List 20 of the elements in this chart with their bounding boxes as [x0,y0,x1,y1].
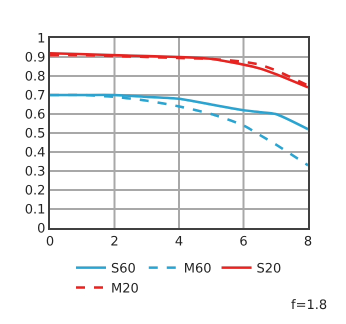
y-tick-label: 0.8 [24,70,46,85]
x-tick-label: 2 [110,234,119,250]
y-tick-label: 0.9 [24,50,46,66]
y-tick-label: 0.1 [24,202,46,218]
y-tick-label: 0.3 [24,164,46,180]
legend-label: S60 [111,262,136,277]
legend-label: M20 [111,282,139,297]
y-tick-label: 0.6 [24,108,46,123]
y-tick-label: 0.2 [24,184,46,199]
x-tick-label: 4 [174,234,184,250]
legend-label: M60 [184,262,212,277]
x-tick-label: 6 [239,234,248,250]
y-tick-label: 0.4 [24,146,46,161]
y-tick-label: 0 [37,222,46,237]
x-tick-label: 8 [304,234,312,250]
y-tick-label: 0.5 [24,126,46,142]
legend-label: S20 [256,262,282,277]
y-tick-label: 1 [37,32,46,47]
y-tick-label: 0.7 [24,88,46,104]
text: f=1.8 [291,298,328,313]
